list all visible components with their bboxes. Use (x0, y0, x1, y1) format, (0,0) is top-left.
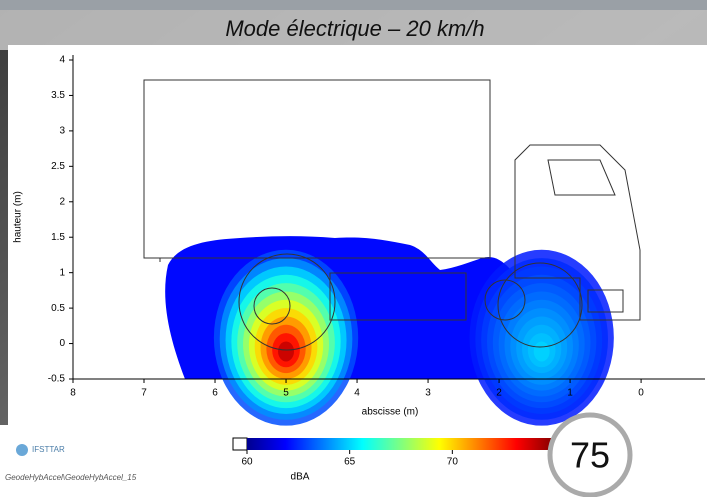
x-tick-label: 8 (70, 388, 76, 399)
y-tick-label: 1 (59, 267, 65, 278)
colorbar-label: dBA (291, 472, 310, 483)
x-tick-label: 4 (354, 388, 360, 399)
y-tick-label: 2 (59, 196, 65, 207)
y-tick-label: 4 (59, 55, 65, 66)
x-tick-label: 0 (638, 388, 644, 399)
y-tick-label: 3.5 (51, 90, 65, 101)
y-axis-label: hauteur (m) (13, 191, 24, 243)
hotspot (278, 341, 294, 361)
x-tick-label: 6 (212, 388, 218, 399)
hotspot (534, 341, 550, 361)
logo-text: IFSTTAR (32, 445, 65, 454)
source-text: GeodeHybAccel\GeodeHybAccel_15 (5, 473, 137, 482)
y-tick-label: 0 (59, 338, 65, 349)
chart: Mode électrique – 20 km/h abscisse (m) h… (0, 0, 707, 497)
x-axis-label: abscisse (m) (362, 407, 419, 418)
colorbar-tick-label: 65 (344, 457, 356, 468)
x-tick-label: 2 (496, 388, 502, 399)
y-tick-label: 2.5 (51, 161, 65, 172)
chart-title: Mode électrique – 20 km/h (225, 16, 484, 41)
colorbar-under (233, 438, 247, 450)
y-tick-label: 0.5 (51, 303, 65, 314)
colorbar-tick-label: 70 (447, 457, 459, 468)
top-band (0, 0, 707, 10)
badge-text: 75 (570, 435, 610, 476)
logo-icon (16, 444, 28, 456)
x-tick-label: 1 (567, 388, 573, 399)
colorbar (247, 438, 555, 450)
y-tick-label: 1.5 (51, 232, 65, 243)
x-tick-label: 5 (283, 388, 289, 399)
y-tick-label: 3 (59, 126, 65, 137)
x-tick-label: 7 (141, 388, 147, 399)
y-tick-label: -0.5 (48, 374, 66, 385)
x-tick-label: 3 (425, 388, 431, 399)
colorbar-tick-label: 60 (241, 457, 253, 468)
